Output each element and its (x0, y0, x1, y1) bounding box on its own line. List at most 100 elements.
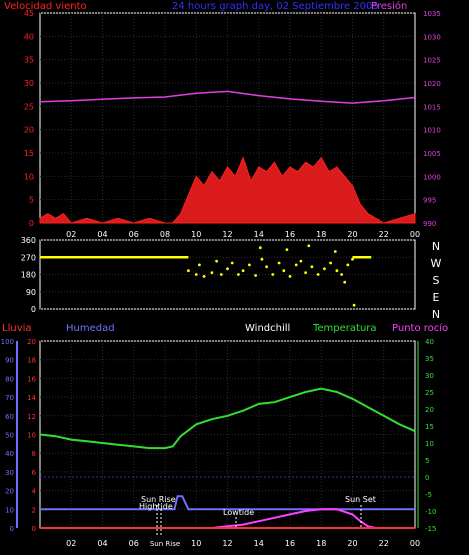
sun-rise-label: Sun Rise (141, 495, 176, 504)
humidity-title: Humedad (66, 323, 115, 334)
rain-axis-tick: 18 (27, 357, 36, 365)
direction-point (288, 275, 292, 278)
direction-point (226, 267, 229, 271)
x-tick-label: 22 (379, 230, 389, 239)
x-tick-label: 00 (410, 539, 420, 548)
humidity-axis-tick: 40 (5, 450, 14, 458)
wind-axis-tick: 25 (24, 102, 34, 111)
humidity-axis-tick: 50 (5, 432, 14, 440)
rain-title: Lluvia (2, 323, 32, 334)
rain-axis-tick: 16 (27, 375, 36, 383)
humidity-axis-tick: 100 (1, 338, 14, 346)
windchill-title: Windchill (245, 323, 290, 334)
direction-point (282, 269, 286, 273)
wind-axis-tick: 0 (29, 219, 34, 228)
wind-axis-tick: 20 (24, 126, 34, 135)
direction-point (219, 273, 223, 276)
direction-point (241, 269, 245, 273)
lowtide-label: Lowtide (223, 508, 254, 517)
sun-set-label: Sun Set (345, 495, 376, 504)
x-tick-label: 14 (254, 539, 264, 548)
x-tick-label: 10 (191, 230, 201, 239)
temperature-axis-tick: 15 (425, 423, 434, 431)
hightide-label: Hightide (139, 502, 173, 511)
x-tick-label: 02 (66, 230, 76, 239)
direction-point (310, 265, 314, 269)
x-tick-label: 18 (316, 539, 326, 548)
wind-axis-tick: 40 (24, 32, 34, 41)
x-tick-label: 12 (222, 539, 232, 548)
temperature-series (39, 387, 416, 450)
x-tick-label: 02 (66, 539, 76, 548)
rain-axis-tick: 14 (27, 394, 36, 402)
wind-axis-tick: 35 (24, 56, 34, 65)
temperature-title: Temperatura (312, 323, 377, 334)
direction-point (294, 263, 298, 267)
direction-point (277, 261, 281, 265)
direction-point (210, 271, 214, 274)
rain-axis-tick: 8 (32, 450, 36, 458)
direction-point (198, 263, 201, 267)
direction-point (329, 261, 332, 265)
rain-axis-tick: 12 (27, 413, 36, 421)
dewpoint-title: Punto rocío (392, 322, 448, 334)
direction-point (340, 273, 343, 276)
direction-point (343, 280, 347, 284)
pressure-axis-tick: 1005 (423, 150, 441, 158)
x-tick-label: 18 (316, 230, 326, 239)
temperature-axis-tick: 0 (425, 474, 429, 482)
rain-axis-tick: 6 (32, 469, 37, 477)
direction-axis-tick: 0 (31, 305, 36, 314)
temperature-axis-tick: -5 (425, 491, 432, 499)
series-layer (39, 90, 416, 529)
direction-point (307, 244, 311, 248)
humidity-axis-tick: 60 (5, 413, 14, 421)
direction-point (316, 273, 320, 276)
rain-axis-tick: 10 (27, 432, 36, 440)
direction-axis-tick: 360 (21, 236, 36, 245)
compass-letter: N (432, 308, 440, 321)
direction-point (254, 274, 257, 277)
rain-axis-tick: 0 (32, 525, 36, 533)
x-tick-label: Sun Rise (150, 540, 180, 548)
pressure-axis-tick: 1030 (423, 33, 441, 41)
temperature-axis-tick: 20 (425, 406, 434, 414)
direction-point (352, 303, 356, 307)
x-tick-label: 08 (160, 230, 170, 239)
x-tick-label: 22 (379, 539, 389, 548)
humidity-axis-tick: 80 (5, 375, 14, 383)
wind-axis-tick: 30 (24, 79, 34, 88)
temperature-axis-tick: 10 (425, 440, 434, 448)
direction-axis-tick: 270 (21, 253, 36, 262)
temperature-axis-tick: -15 (425, 525, 436, 533)
temperature-axis-tick: 25 (425, 389, 434, 397)
direction-point (260, 257, 264, 261)
x-tick-label: 16 (285, 230, 295, 239)
compass-letter: S (433, 274, 440, 287)
temperature-axis-tick: -10 (425, 508, 436, 516)
x-tick-label: 04 (97, 539, 107, 548)
graph-title: 24 hours graph day, 02 Septiembre 2005 (172, 1, 379, 12)
temperature-axis-tick: 40 (425, 338, 434, 346)
x-tick-label: 00 (410, 230, 420, 239)
pressure-axis-tick: 1035 (423, 10, 441, 18)
humidity-axis-tick: 20 (5, 488, 14, 496)
humidity-axis-tick: 0 (10, 525, 14, 533)
humidity-axis-tick: 10 (5, 506, 14, 514)
direction-point (248, 263, 251, 267)
compass-letter: N (432, 240, 440, 253)
direction-point (202, 275, 206, 278)
temperature-axis-tick: 5 (425, 457, 429, 465)
humidity-series (40, 495, 415, 511)
direction-point (194, 273, 198, 276)
compass-letter: W (431, 257, 442, 270)
direction-point (304, 271, 307, 274)
direction-axis-tick: 180 (21, 271, 36, 280)
direction-point (333, 250, 337, 253)
x-tick-label: 20 (347, 539, 357, 548)
rain-axis-tick: 2 (32, 506, 36, 514)
pressure-title: Presión (371, 0, 407, 12)
direction-point (323, 267, 326, 271)
